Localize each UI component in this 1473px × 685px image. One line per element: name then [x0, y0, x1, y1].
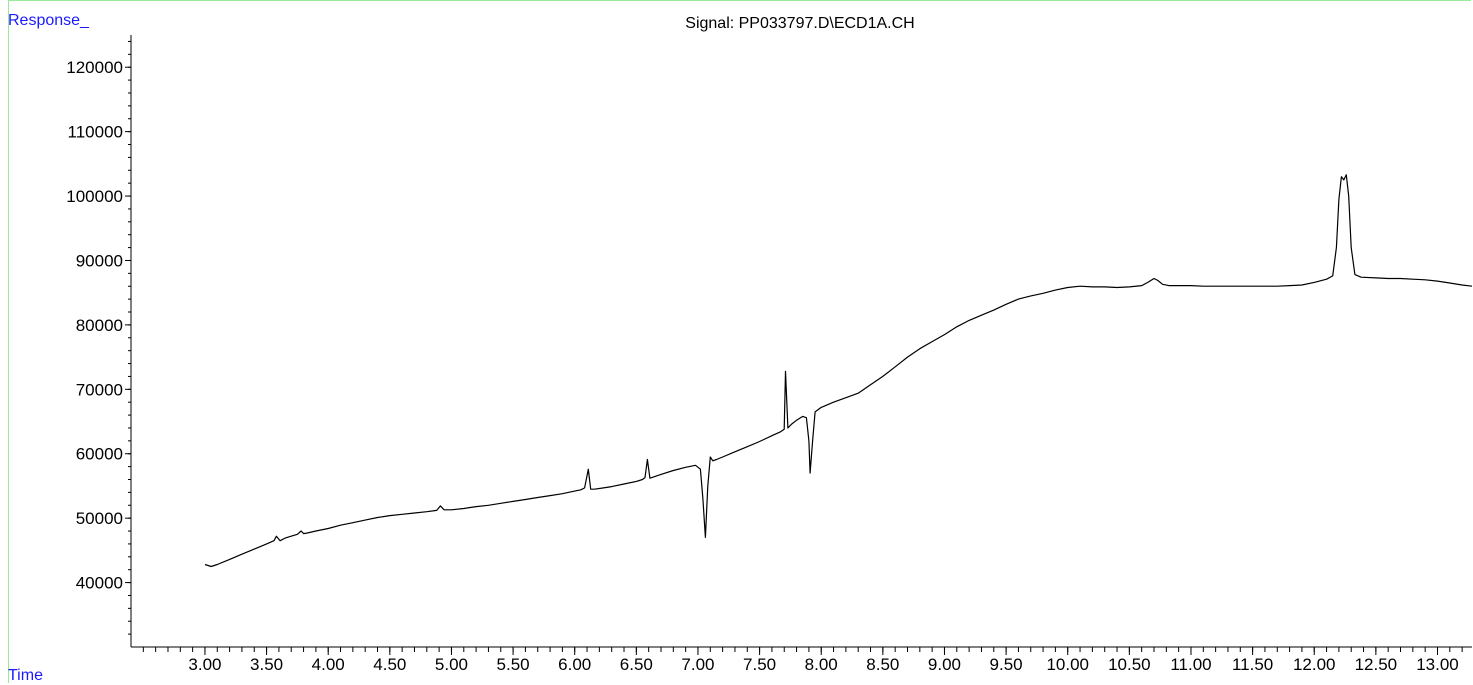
- x-ticks: 3.00 3.50 4.00 4.50 5.00 5.50 6.00 6.50 7.00 7.50…: [142, 647, 1463, 674]
- y-tick-label: 90000: [76, 251, 123, 270]
- x-tick-label: 4.50: [373, 655, 406, 674]
- y-tick-label: 60000: [76, 445, 123, 464]
- chart-title: Signal: PP033797.D\ECD1A.CH: [685, 15, 915, 32]
- chart-frame: [8, 0, 1471, 683]
- x-tick-label: 5.00: [435, 655, 468, 674]
- x-tick-label: 7.50: [743, 655, 776, 674]
- x-tick-label: 7.00: [681, 655, 714, 674]
- x-tick-label: 11.50: [1232, 655, 1273, 674]
- x-tick-label: 4.00: [312, 655, 345, 674]
- x-tick-label: 10.00: [1046, 655, 1089, 674]
- series-group: [204, 174, 1473, 568]
- x-tick-label: 3.00: [188, 655, 221, 674]
- x-tick-label: 9.00: [928, 655, 961, 674]
- x-tick-label: 9.50: [990, 655, 1023, 674]
- x-tick-label: 6.50: [620, 655, 653, 674]
- x-tick-label: 12.50: [1355, 655, 1398, 674]
- x-tick-label: 11.00: [1170, 655, 1211, 674]
- x-tick-label: 5.50: [497, 655, 530, 674]
- y-tick-label: 50000: [76, 509, 123, 528]
- y-tick-label: 70000: [76, 380, 123, 399]
- x-tick-label: 3.50: [250, 655, 283, 674]
- x-tick-label: 8.50: [866, 655, 899, 674]
- x-axis-label: Time: [8, 667, 43, 684]
- x-tick-label: 13.00: [1416, 655, 1459, 674]
- axes: [130, 35, 1472, 648]
- y-tick-label: 100000: [66, 187, 123, 206]
- x-tick-label: 12.00: [1293, 655, 1336, 674]
- y-ticks: 40000 50000 60000 70000 80000 90000 100000 1100…: [66, 40, 131, 635]
- y-tick-label: 110000: [68, 123, 123, 142]
- y-tick-label: 120000: [66, 58, 123, 77]
- series-line: [204, 174, 1473, 568]
- x-tick-label: 8.00: [805, 655, 838, 674]
- x-tick-label: 6.00: [558, 655, 591, 674]
- x-tick-label: 10.50: [1108, 655, 1151, 674]
- y-tick-label: 80000: [76, 316, 123, 335]
- y-axis-label: Response_: [8, 12, 89, 29]
- y-tick-label: 40000: [76, 574, 123, 593]
